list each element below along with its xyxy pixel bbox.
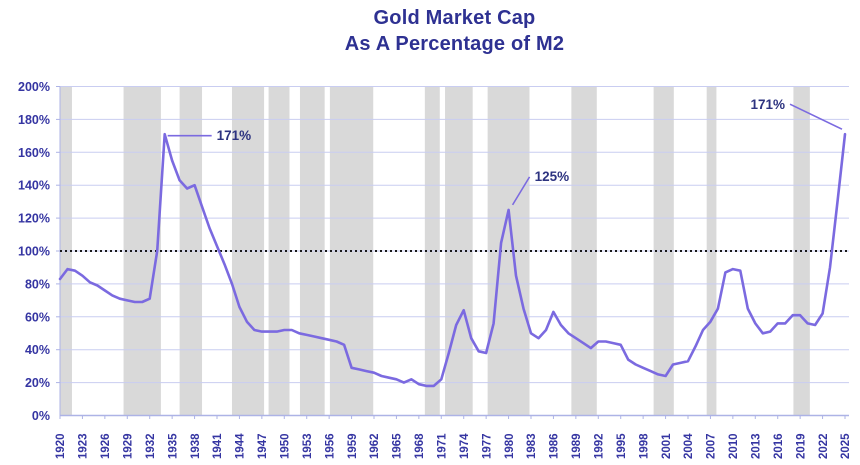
y-tick-label: 80% bbox=[25, 277, 50, 291]
x-tick-label: 2001 bbox=[661, 433, 673, 459]
y-tick-label: 60% bbox=[25, 310, 50, 324]
x-tick-label: 2016 bbox=[773, 433, 785, 459]
y-tick-label: 40% bbox=[25, 343, 50, 357]
x-tick-label: 1932 bbox=[145, 433, 157, 459]
x-tick-label: 2025 bbox=[840, 433, 852, 459]
x-tick-label: 1989 bbox=[571, 433, 583, 459]
annotation-connector bbox=[511, 176, 531, 206]
x-tick-label: 1947 bbox=[257, 433, 269, 459]
x-tick-label: 1980 bbox=[504, 433, 516, 459]
y-tick-label: 180% bbox=[18, 113, 50, 127]
gridlines bbox=[56, 86, 849, 384]
x-tick-label: 1953 bbox=[302, 433, 314, 459]
chart-title: Gold Market Cap As A Percentage of M2 bbox=[60, 5, 849, 57]
x-tick-label: 1995 bbox=[616, 433, 628, 459]
x-tick-label: 1971 bbox=[436, 433, 448, 459]
x-tick-label: 1986 bbox=[549, 433, 561, 459]
y-axis-labels: 0% 20% 40% 60% 80% 100% 120% 140% 160% 180% 200% bbox=[18, 80, 50, 423]
annotation-label: 125% bbox=[535, 169, 570, 184]
y-tick-label: 20% bbox=[25, 376, 50, 390]
y-tick-label: 160% bbox=[18, 146, 50, 160]
annotation-171%-1934: 171% bbox=[167, 128, 252, 143]
x-tick-label: 1923 bbox=[78, 433, 90, 459]
annotation-171%-2025: 171% bbox=[750, 97, 843, 130]
x-tick-label: 1977 bbox=[481, 433, 493, 459]
y-tick-label: 100% bbox=[18, 245, 50, 259]
x-tick-label: 1983 bbox=[526, 433, 538, 459]
chart-title-line1: Gold Market Cap bbox=[373, 7, 536, 29]
y-tick-label: 120% bbox=[18, 212, 50, 226]
x-tick-label: 1920 bbox=[55, 433, 67, 459]
y-tick-label: 140% bbox=[18, 179, 50, 193]
x-tick-label: 1998 bbox=[638, 433, 650, 459]
x-tick-label: 2019 bbox=[795, 433, 807, 459]
x-axis-labels: 1920 1923 1926 1929 1932 1935 1938 1941 1944 1947… bbox=[55, 415, 852, 459]
y-tick-label: 200% bbox=[18, 80, 50, 94]
x-tick-label: 1992 bbox=[593, 433, 605, 459]
annotation-125%-1980: 125% bbox=[511, 169, 570, 206]
x-tick-label: 1965 bbox=[392, 433, 404, 459]
x-tick-label: 1941 bbox=[212, 433, 224, 459]
x-tick-label: 2022 bbox=[818, 433, 830, 459]
x-tick-label: 1944 bbox=[235, 433, 247, 459]
x-tick-label: 1938 bbox=[190, 433, 202, 459]
x-tick-label: 1959 bbox=[347, 433, 359, 459]
x-tick-label: 2013 bbox=[750, 433, 762, 459]
x-tick-label: 1962 bbox=[369, 433, 381, 459]
annotation-connector bbox=[789, 103, 843, 130]
x-tick-label: 1974 bbox=[459, 433, 471, 459]
series-line bbox=[58, 132, 847, 388]
x-tick-label: 1929 bbox=[122, 433, 134, 459]
annotation-label: 171% bbox=[750, 97, 785, 112]
x-tick-label: 1926 bbox=[100, 433, 112, 459]
x-tick-label: 2004 bbox=[683, 433, 695, 459]
x-tick-label: 2010 bbox=[728, 433, 740, 459]
x-tick-label: 2007 bbox=[706, 433, 718, 459]
x-tick-label: 1968 bbox=[414, 433, 426, 459]
gold-m2-series bbox=[58, 132, 847, 388]
annotation-label: 171% bbox=[217, 128, 252, 143]
x-tick-label: 1950 bbox=[279, 433, 291, 459]
y-tick-label: 0% bbox=[32, 409, 50, 423]
x-tick-label: 1956 bbox=[324, 433, 336, 459]
x-tick-label: 1935 bbox=[167, 433, 179, 459]
chart-title-line2: As A Percentage of M2 bbox=[344, 33, 565, 55]
